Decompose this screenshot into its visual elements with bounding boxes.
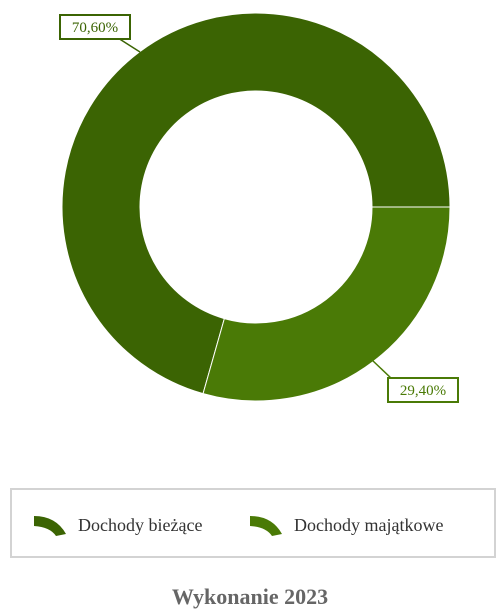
legend-swatch-icon [34, 516, 66, 536]
data-labels: 70,60% 29,40% [59, 14, 459, 403]
donut-chart: 70,60% 29,40% [59, 12, 459, 403]
data-label-0: 70,60% [72, 20, 118, 36]
leader-line-0 [117, 37, 141, 53]
donut-slices [61, 12, 451, 402]
legend-label: Dochody majątkowe [294, 514, 444, 535]
data-label-box-1 [387, 377, 459, 403]
legend: Dochody bieżące Dochody majątkowe [10, 488, 496, 558]
legend-label: Dochody bieżące [78, 514, 203, 535]
legend-swatch-icon [250, 516, 282, 536]
data-label-box-0 [59, 14, 131, 40]
leader-line-1 [371, 359, 393, 380]
donut-slice-1[interactable] [202, 206, 451, 402]
donut-slice-0[interactable] [61, 12, 451, 395]
chart-title: Wykonanie 2023 [171, 584, 329, 609]
data-label-1: 29,40% [400, 383, 446, 399]
legend-item-dochody-majatkowe[interactable]: Dochody majątkowe [248, 510, 443, 540]
legend-item-dochody-biezace[interactable]: Dochody bieżące [32, 510, 202, 540]
